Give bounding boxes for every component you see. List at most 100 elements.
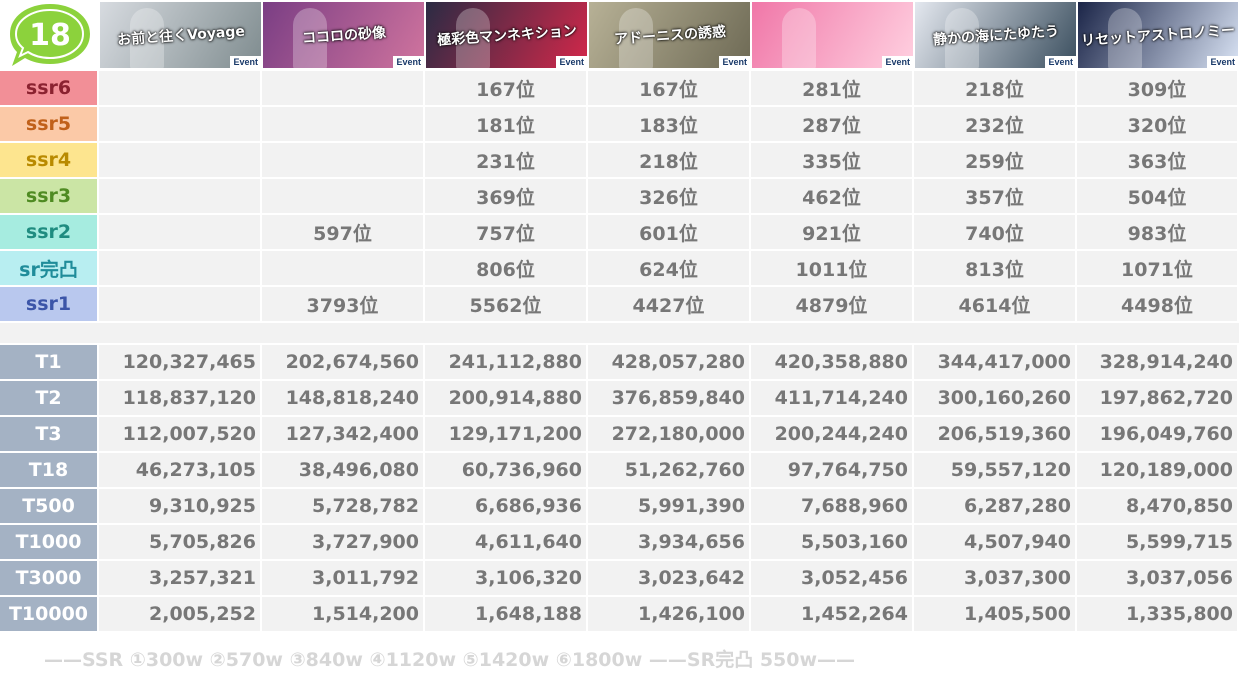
- rank-cell: 597位: [262, 215, 423, 249]
- score-cell: 120,327,465: [99, 345, 260, 379]
- footer-text: ——SSR ①300w ②570w ③840w ④1120w ⑤1420w ⑥1…: [44, 649, 856, 671]
- event-badge: Event: [556, 56, 587, 68]
- rank-cell: 813位: [914, 251, 1075, 285]
- rank-cell: 231位: [425, 143, 586, 177]
- rank-cell: 1071位: [1077, 251, 1237, 285]
- score-cell: 127,342,400: [262, 417, 423, 451]
- event-banner-3: 極彩色マンネキション Event: [426, 2, 587, 68]
- score-cell: 9,310,925: [99, 489, 260, 523]
- score-cell: 200,244,240: [751, 417, 912, 451]
- tier-row-label: T18: [0, 453, 97, 487]
- rank-cell: [99, 143, 260, 177]
- rank-cell: 167位: [425, 71, 586, 105]
- score-cell: 3,037,056: [1077, 561, 1237, 595]
- t18-logo: 18: [0, 0, 99, 69]
- score-cell: 1,514,200: [262, 597, 423, 631]
- score-cell: 202,674,560: [262, 345, 423, 379]
- score-cell: 5,599,715: [1077, 525, 1237, 559]
- score-cell: 3,934,656: [588, 525, 749, 559]
- rank-cell: 281位: [751, 71, 912, 105]
- rank-cell: 232位: [914, 107, 1075, 141]
- rank-cell: 4498位: [1077, 287, 1237, 321]
- score-cell: 1,648,188: [425, 597, 586, 631]
- footer-legend: ——SSR ①300w ②570w ③840w ④1120w ⑤1420w ⑥1…: [0, 640, 1239, 677]
- rank-cell: [99, 71, 260, 105]
- rank-cell: [262, 179, 423, 213]
- rank-cell: 921位: [751, 215, 912, 249]
- score-cell: 59,557,120: [914, 453, 1075, 487]
- score-cell: 206,519,360: [914, 417, 1075, 451]
- tier-row-label: T10000: [0, 597, 97, 631]
- score-cell: 38,496,080: [262, 453, 423, 487]
- rank-cell: 369位: [425, 179, 586, 213]
- rank-cell: 4427位: [588, 287, 749, 321]
- event-banner-6: 静かの海にたゆたう Event: [915, 2, 1076, 68]
- score-cell: 6,287,280: [914, 489, 1075, 523]
- score-cell: 428,057,280: [588, 345, 749, 379]
- event-badge: Event: [1045, 56, 1076, 68]
- event-character-art: [456, 8, 490, 68]
- score-cell: 60,736,960: [425, 453, 586, 487]
- event-character-art: [130, 8, 164, 68]
- score-cell: 300,160,260: [914, 381, 1075, 415]
- score-cell: 3,052,456: [751, 561, 912, 595]
- event-badge: Event: [1207, 56, 1238, 68]
- tier-row-label: T2: [0, 381, 97, 415]
- event-character-art: [619, 8, 653, 68]
- score-cell: 112,007,520: [99, 417, 260, 451]
- rank-cell: 167位: [588, 71, 749, 105]
- rank-cell: 320位: [1077, 107, 1237, 141]
- rank-cell: 601位: [588, 215, 749, 249]
- score-cell: 420,358,880: [751, 345, 912, 379]
- rank-row-label: ssr2: [0, 215, 97, 249]
- score-cell: 118,837,120: [99, 381, 260, 415]
- score-cell: 4,611,640: [425, 525, 586, 559]
- rank-cell: 335位: [751, 143, 912, 177]
- rank-cell: 259位: [914, 143, 1075, 177]
- rank-cell: 740位: [914, 215, 1075, 249]
- badge-18-icon: 18: [10, 4, 90, 66]
- rank-cell: 363位: [1077, 143, 1237, 177]
- rank-row-label: ssr6: [0, 71, 97, 105]
- event-badge: Event: [882, 56, 913, 68]
- rank-cell: 309位: [1077, 71, 1237, 105]
- score-cell: 344,417,000: [914, 345, 1075, 379]
- score-cell: 200,914,880: [425, 381, 586, 415]
- tier-row-label: T1: [0, 345, 97, 379]
- score-cell: 328,914,240: [1077, 345, 1237, 379]
- rank-cell: [99, 215, 260, 249]
- score-cell: 3,727,900: [262, 525, 423, 559]
- score-cell: 1,405,500: [914, 597, 1075, 631]
- score-cell: 3,257,321: [99, 561, 260, 595]
- rank-cell: 181位: [425, 107, 586, 141]
- score-cell: 2,005,252: [99, 597, 260, 631]
- rank-cell: 4879位: [751, 287, 912, 321]
- rank-cell: 624位: [588, 251, 749, 285]
- tier-row-label: T1000: [0, 525, 97, 559]
- score-cell: 5,705,826: [99, 525, 260, 559]
- score-cell: 1,335,800: [1077, 597, 1237, 631]
- score-cell: 3,037,300: [914, 561, 1075, 595]
- rank-cell: 218位: [588, 143, 749, 177]
- score-cell: 7,688,960: [751, 489, 912, 523]
- score-cell: 46,273,105: [99, 453, 260, 487]
- rank-cell: [99, 287, 260, 321]
- tier-row-label: T3000: [0, 561, 97, 595]
- score-cell: 51,262,760: [588, 453, 749, 487]
- rank-cell: 757位: [425, 215, 586, 249]
- score-cell: 129,171,200: [425, 417, 586, 451]
- rank-cell: [262, 71, 423, 105]
- score-cell: 411,714,240: [751, 381, 912, 415]
- score-cell: 272,180,000: [588, 417, 749, 451]
- rank-cell: [262, 251, 423, 285]
- event-title: リセットアストロノミー: [1080, 22, 1236, 50]
- rank-cell: 4614位: [914, 287, 1075, 321]
- score-cell: 1,426,100: [588, 597, 749, 631]
- rank-cell: [99, 107, 260, 141]
- event-banner-2: ココロの砂像 Event: [263, 2, 424, 68]
- score-cell: 5,991,390: [588, 489, 749, 523]
- event-character-art: [293, 8, 327, 68]
- event-badge: Event: [719, 56, 750, 68]
- tier-row-label: T500: [0, 489, 97, 523]
